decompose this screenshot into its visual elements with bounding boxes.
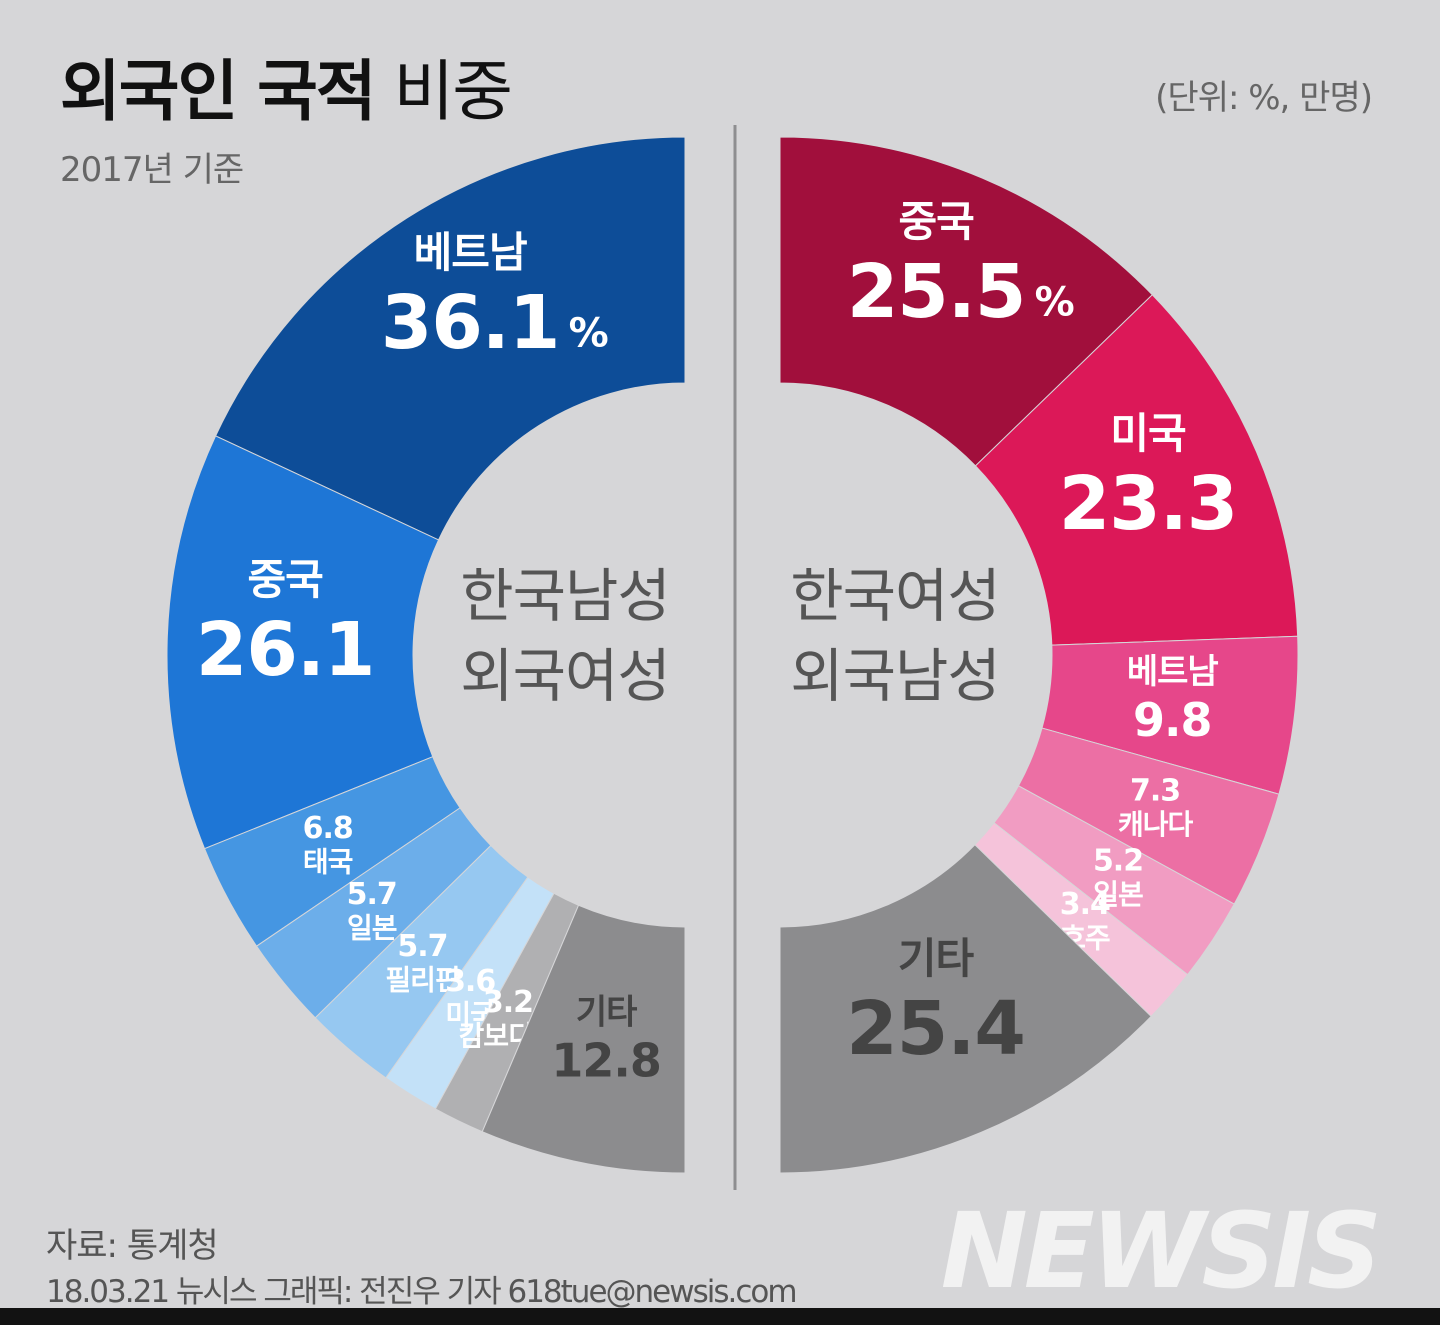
donut-slice [166, 435, 440, 850]
slice-value: 5.2 [1093, 844, 1143, 879]
donut-slice [481, 904, 686, 1174]
title-light: 비중 [374, 53, 513, 130]
slice-value: 36.1 [381, 280, 560, 366]
donut-slice [974, 294, 1299, 646]
chart-subtitle: 2017년 기준 [60, 150, 244, 190]
slice-label: 베트남 [1127, 652, 1219, 692]
slice-label: 일본 [347, 912, 397, 945]
center-label: 한국여성 [790, 562, 999, 630]
slice-value: 12.8 [551, 1034, 661, 1088]
slice-value: 25.4 [846, 986, 1025, 1072]
slice-value: 23.3 [1059, 461, 1238, 547]
slice-label: 기타 [576, 993, 637, 1033]
chart-title: 외국인 국적 비중 [60, 38, 513, 134]
slice-value: 7.3 [1130, 773, 1180, 808]
slice-value: 5.7 [397, 929, 447, 964]
slice-label: 캐나다 [1118, 808, 1194, 841]
slice-value: 26.1 [196, 607, 375, 693]
slice-label: 기타 [898, 934, 975, 983]
slice-value: 6.8 [303, 811, 353, 846]
slice-label: 일본 [1093, 878, 1143, 911]
title-bold: 외국인 국적 [60, 53, 377, 130]
slice-value: 9.8 [1133, 693, 1212, 747]
source-note: 자료: 통계청 [46, 1226, 219, 1266]
slice-label: 베트남 [414, 228, 527, 277]
slice-value: 25.5 [847, 249, 1026, 335]
newsis-logo: NEWSIS [940, 1190, 1382, 1312]
slice-value: 3.4 [1060, 887, 1110, 922]
center-label: 한국남성 [460, 562, 669, 630]
donut-slice [779, 136, 1153, 467]
donut-slice [779, 844, 1152, 1174]
center-label: 외국여성 [460, 642, 669, 710]
slice-label: 태국 [303, 846, 353, 879]
slice-unit: % [569, 311, 608, 357]
slice-label: 중국 [898, 197, 974, 246]
slice-value: 5.7 [347, 877, 397, 912]
slice-unit: % [1035, 280, 1074, 326]
slice-value: 3.6 [445, 964, 495, 999]
donut-slice [214, 136, 686, 541]
center-label: 외국남성 [790, 642, 999, 710]
slice-label: 중국 [248, 555, 324, 604]
credit-note: 18.03.21 뉴시스 그래픽: 전진우 기자 618tue@newsis.c… [46, 1274, 798, 1310]
unit-note: (단위: %, 만명) [1155, 78, 1373, 118]
slice-label: 미국 [1110, 409, 1186, 458]
slice-value: 3.2 [483, 985, 533, 1020]
